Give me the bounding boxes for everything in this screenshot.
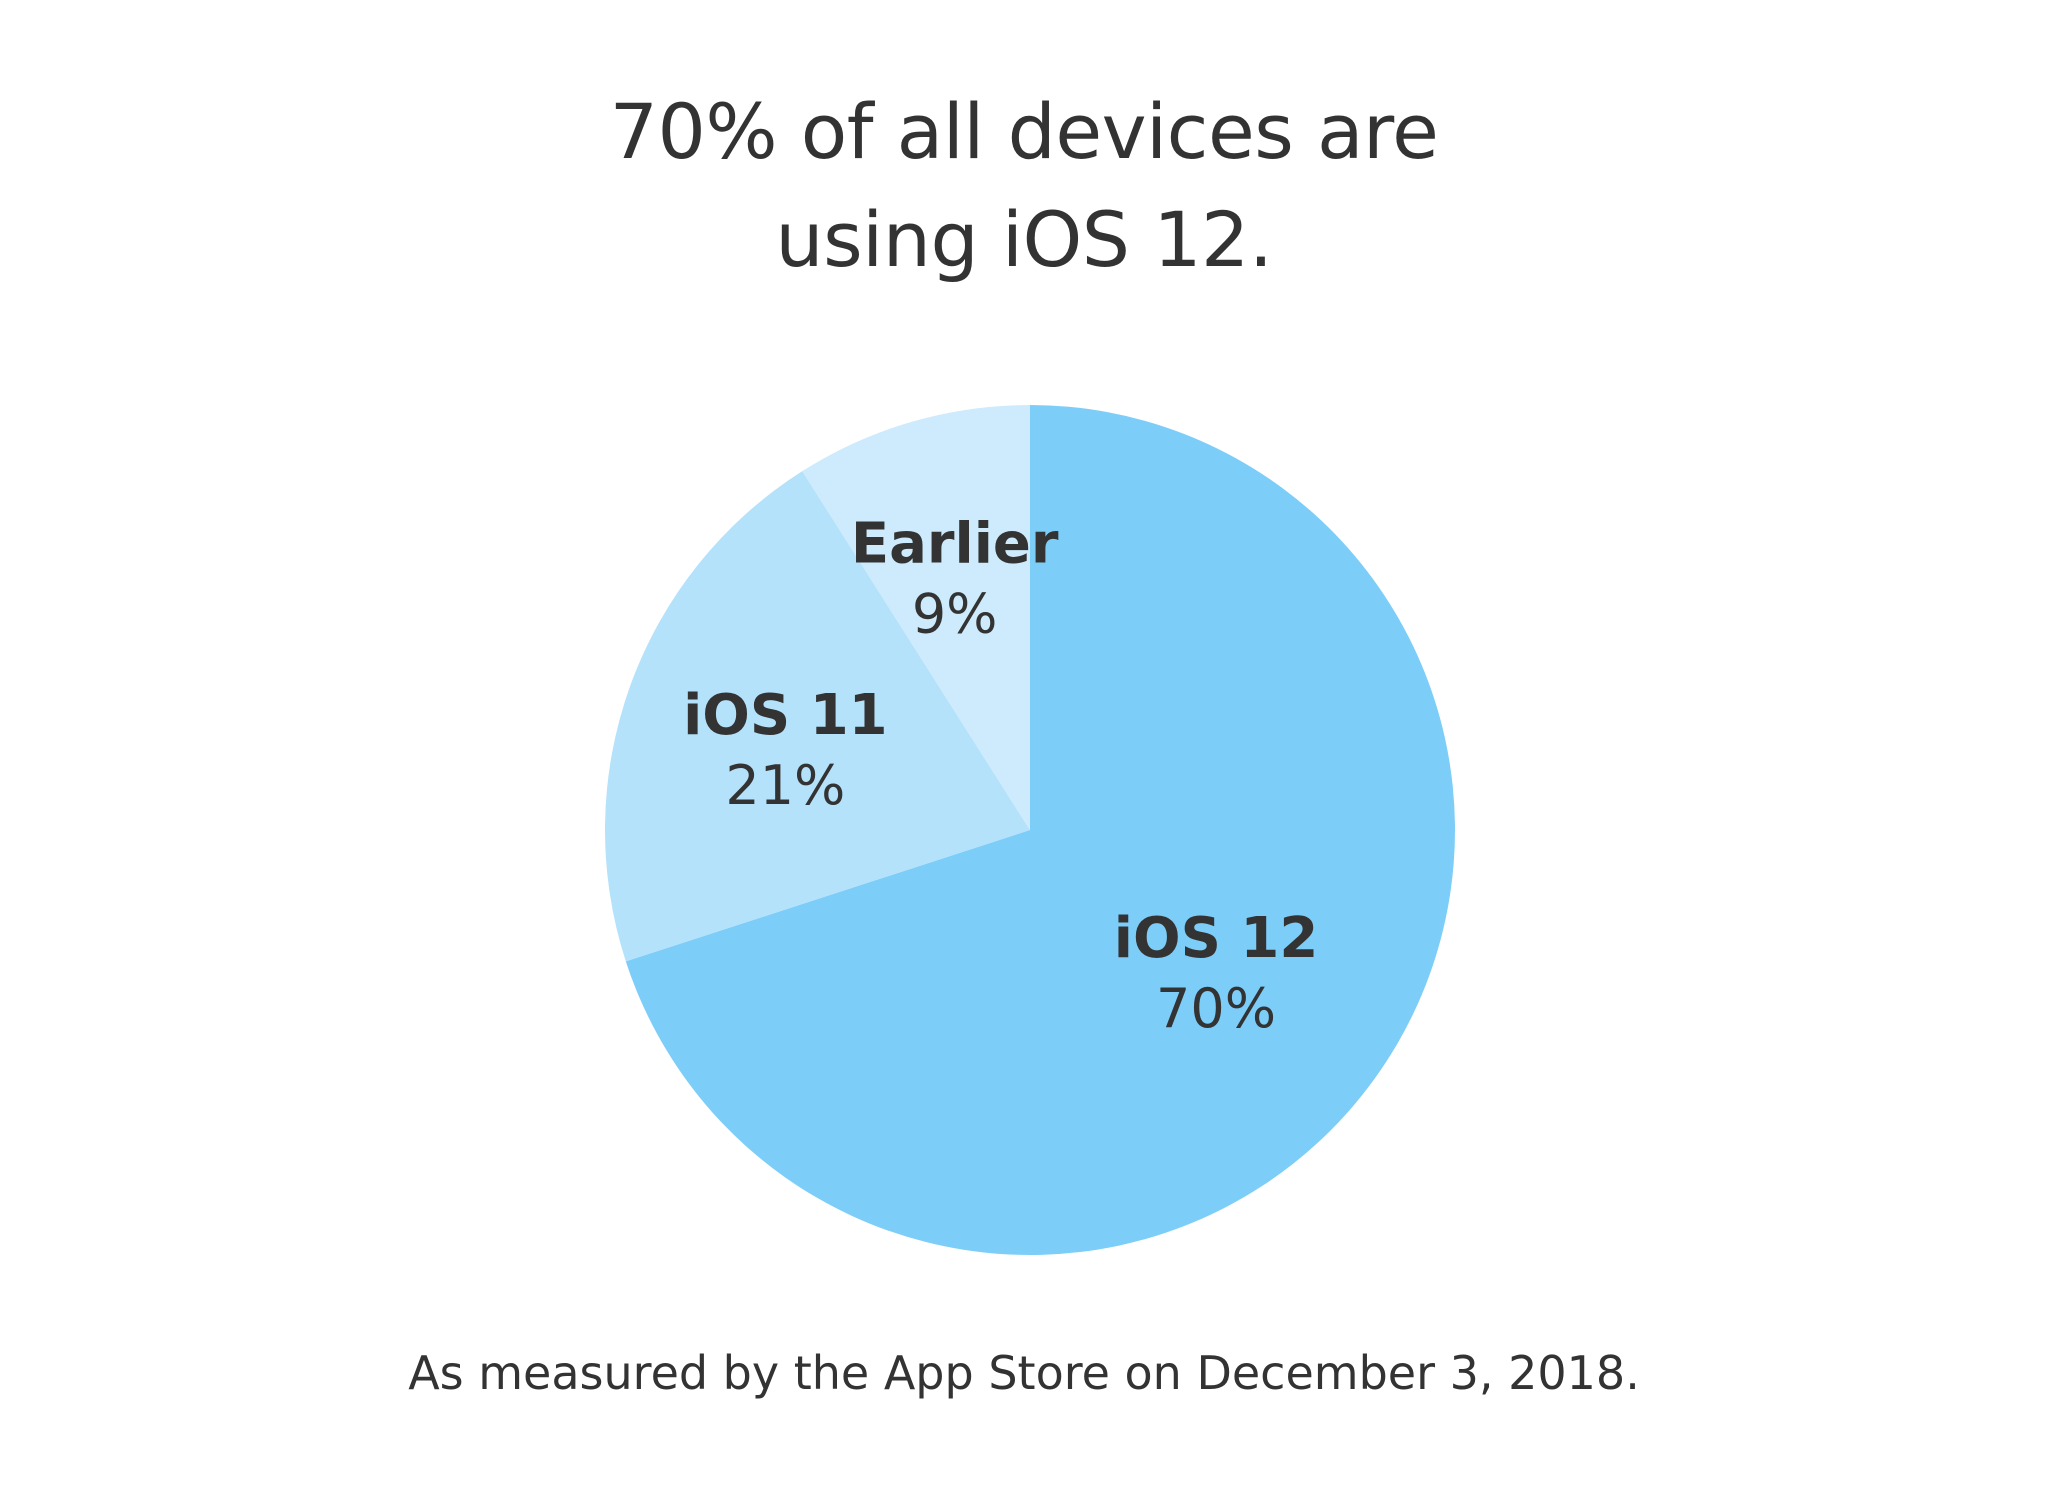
chart-title-line-2: using iOS 12. xyxy=(775,195,1273,284)
slice-value-earlier: 9% xyxy=(912,583,998,646)
slice-value-ios-12: 70% xyxy=(1156,977,1276,1040)
chart-footnote: As measured by the App Store on December… xyxy=(408,1346,1640,1400)
slice-label-ios-11: iOS 11 xyxy=(683,683,888,748)
chart-title: 70% of all devices are using iOS 12. xyxy=(0,78,2048,294)
pie-slice-earlier xyxy=(802,405,1030,830)
pie-slice-ios-12 xyxy=(625,405,1455,1255)
chart-title-line-1: 70% of all devices are xyxy=(609,87,1439,176)
slice-label-ios-12: iOS 12 xyxy=(1114,906,1319,971)
pie-slices xyxy=(605,405,1455,1255)
pie-slice-ios-11 xyxy=(605,471,1030,962)
slice-label-earlier: Earlier xyxy=(851,512,1059,577)
slice-value-ios-11: 21% xyxy=(725,754,845,817)
